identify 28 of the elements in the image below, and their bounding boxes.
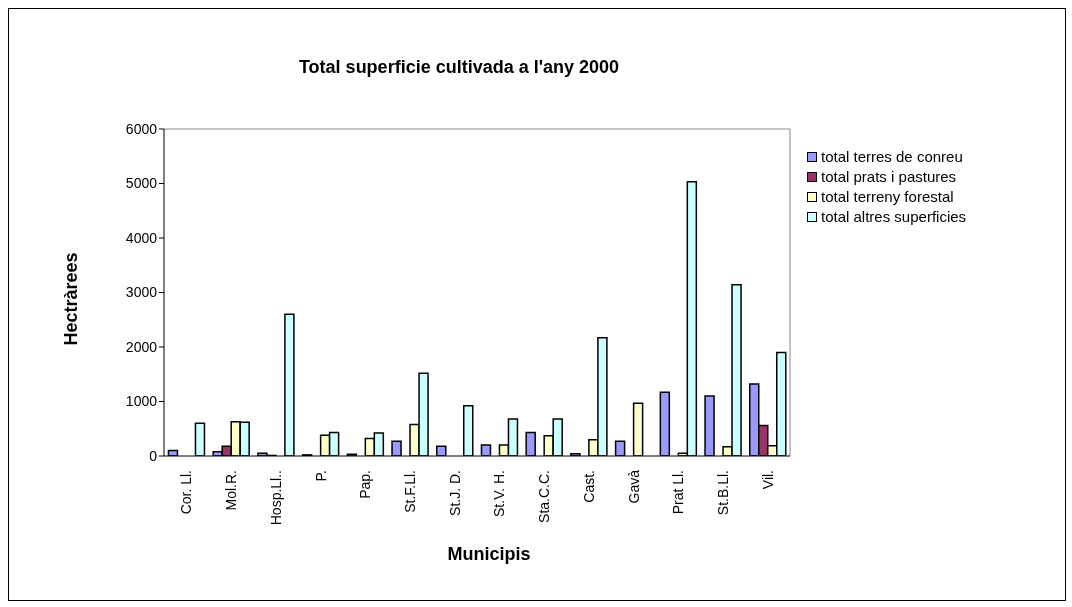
x-tick-label: Sta.C.C.: [536, 470, 553, 523]
legend-label: total terres de conreu: [821, 147, 963, 167]
x-tick-label: St.F.Ll.: [401, 470, 418, 513]
x-tick-label: St.J. D.: [446, 470, 463, 516]
x-tick-label: St.V. H.: [491, 470, 508, 517]
x-axis-title: Municipis: [446, 544, 532, 565]
y-tick-label: 0: [149, 447, 158, 464]
x-tick-label: Prat Ll.: [670, 470, 687, 515]
x-tick-label: Hosp.Ll..: [267, 470, 284, 526]
x-tick-label: St.B.Ll.: [714, 470, 731, 516]
x-tick-label: Pap.: [357, 470, 374, 499]
y-axis-title: Hectràrees: [60, 252, 82, 346]
y-tick-label: 1000: [125, 393, 158, 410]
x-tick-label: Mol.R.: [223, 470, 240, 511]
y-tick-label: 4000: [125, 229, 158, 246]
legend-label: total prats i pastures: [821, 167, 957, 187]
x-tick-label: Cor. Ll.: [178, 470, 195, 515]
y-tick-label: 2000: [125, 338, 158, 355]
x-tick-label: P.: [312, 470, 329, 482]
x-tick-label: Gavà: [625, 469, 642, 504]
legend-label: total terreny forestal: [821, 187, 954, 207]
x-tick-label: Vil.: [759, 470, 776, 490]
x-tick-label: Cast.: [580, 470, 597, 503]
legend-label: total altres superficies: [821, 207, 967, 227]
y-tick-label: 3000: [125, 284, 158, 301]
y-tick-label: 5000: [125, 175, 158, 192]
chart-title: Total superficie cultivada a l'any 2000: [297, 57, 621, 78]
y-tick-label: 6000: [125, 120, 158, 137]
